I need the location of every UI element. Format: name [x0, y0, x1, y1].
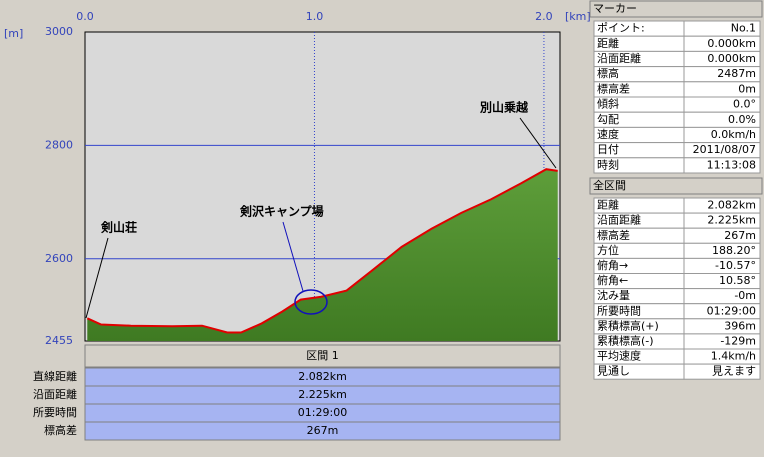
panel-value: -0m — [734, 289, 756, 302]
elevation-line — [86, 168, 558, 334]
section-title: 区間 1 — [306, 349, 339, 362]
y-tick-label: 2600 — [45, 252, 73, 265]
leader-line — [519, 117, 557, 169]
panel-cell — [683, 157, 761, 174]
panel-value: 1.4km/h — [711, 350, 756, 363]
section-label: 所要時間 — [33, 406, 77, 419]
section-label: 直線距離 — [33, 369, 77, 383]
panel-value: 0.000km — [707, 52, 756, 65]
panel-label: 俯角← — [597, 273, 628, 287]
panel-label: 傾斜 — [597, 97, 619, 111]
panel-value: 2.082km — [707, 199, 756, 212]
panel-value: -10.57° — [715, 259, 756, 272]
panel-cell — [683, 363, 761, 380]
panel-label: 速度 — [597, 127, 619, 141]
panel-value: 10.58° — [719, 274, 756, 287]
highlight — [294, 289, 328, 315]
panel-header — [589, 0, 763, 18]
panel-value: 2011/08/07 — [693, 143, 756, 156]
panel-label: 方位 — [597, 243, 619, 257]
y-tick-label: 2455 — [45, 334, 73, 347]
y-unit: [m] — [4, 27, 23, 40]
panel-value: 2.225km — [707, 214, 756, 227]
x-unit: [km] — [565, 10, 591, 23]
x-tick-label: 2.0 — [535, 10, 553, 23]
panel-label: 標高差 — [597, 228, 630, 242]
panel-value: No.1 — [731, 22, 756, 35]
annotation: 別山乗越 — [479, 100, 529, 115]
section-value: 01:29:00 — [298, 406, 347, 419]
section-label: 標高差 — [44, 423, 77, 437]
panel-value: 0m — [738, 82, 756, 95]
panel-value: 2487m — [717, 67, 756, 80]
panel-label: 日付 — [597, 143, 619, 156]
panel-label: 累積標高(-) — [597, 333, 654, 347]
panel-value: 見えます — [712, 365, 756, 378]
panel-label: 沿面距離 — [597, 213, 641, 227]
section-value: 2.225km — [298, 388, 347, 401]
section-label: 沿面距離 — [33, 387, 77, 401]
x-tick-label: 0.0 — [76, 10, 94, 23]
panel-label: 標高差 — [597, 81, 630, 95]
panel-value: 0.000km — [707, 37, 756, 50]
y-tick-label: 2800 — [45, 138, 73, 151]
panel-value: 188.20° — [712, 244, 756, 257]
x-tick-label: 1.0 — [306, 10, 324, 23]
panel-title: マーカー — [593, 2, 637, 15]
panel-label: ポイント: — [597, 22, 645, 35]
panel-label: 俯角→ — [597, 258, 628, 272]
panel-label: 距離 — [597, 198, 619, 212]
leader-line — [282, 221, 304, 292]
section-button — [84, 344, 561, 368]
panel-value: 11:13:08 — [707, 158, 756, 171]
elevation-area — [87, 169, 558, 341]
annotation: 剣山荘 — [100, 220, 137, 235]
panel-label: 時刻 — [597, 157, 619, 171]
panel-label: 標高 — [597, 66, 619, 80]
panel-label: 見通し — [597, 365, 630, 378]
annotation: 剣沢キャンプ場 — [239, 204, 324, 219]
section-value: 267m — [307, 424, 339, 437]
y-tick-label: 3000 — [45, 25, 73, 38]
panel-label: 距離 — [597, 36, 619, 50]
panel-value: 0.0% — [728, 113, 756, 126]
panel-label: 所要時間 — [597, 304, 641, 317]
panel-value: 267m — [724, 229, 756, 242]
panel-label: 沿面距離 — [597, 51, 641, 65]
panel-label: 沈み量 — [597, 288, 630, 302]
section-cell — [84, 421, 561, 441]
panel-value: 01:29:00 — [707, 304, 756, 317]
panel-label: 勾配 — [597, 113, 619, 126]
leader-line — [85, 237, 109, 319]
panel-label: 平均速度 — [597, 349, 641, 363]
panel-label: 累積標高(+) — [597, 318, 659, 332]
panel-value: 0.0° — [733, 98, 756, 111]
panel-title: 全区間 — [593, 178, 626, 192]
panel-header — [589, 177, 763, 195]
panel-value: 396m — [724, 319, 756, 332]
panel-value: -129m — [720, 334, 756, 347]
section-value: 2.082km — [298, 370, 347, 383]
panel-value: 0.0km/h — [711, 128, 756, 141]
